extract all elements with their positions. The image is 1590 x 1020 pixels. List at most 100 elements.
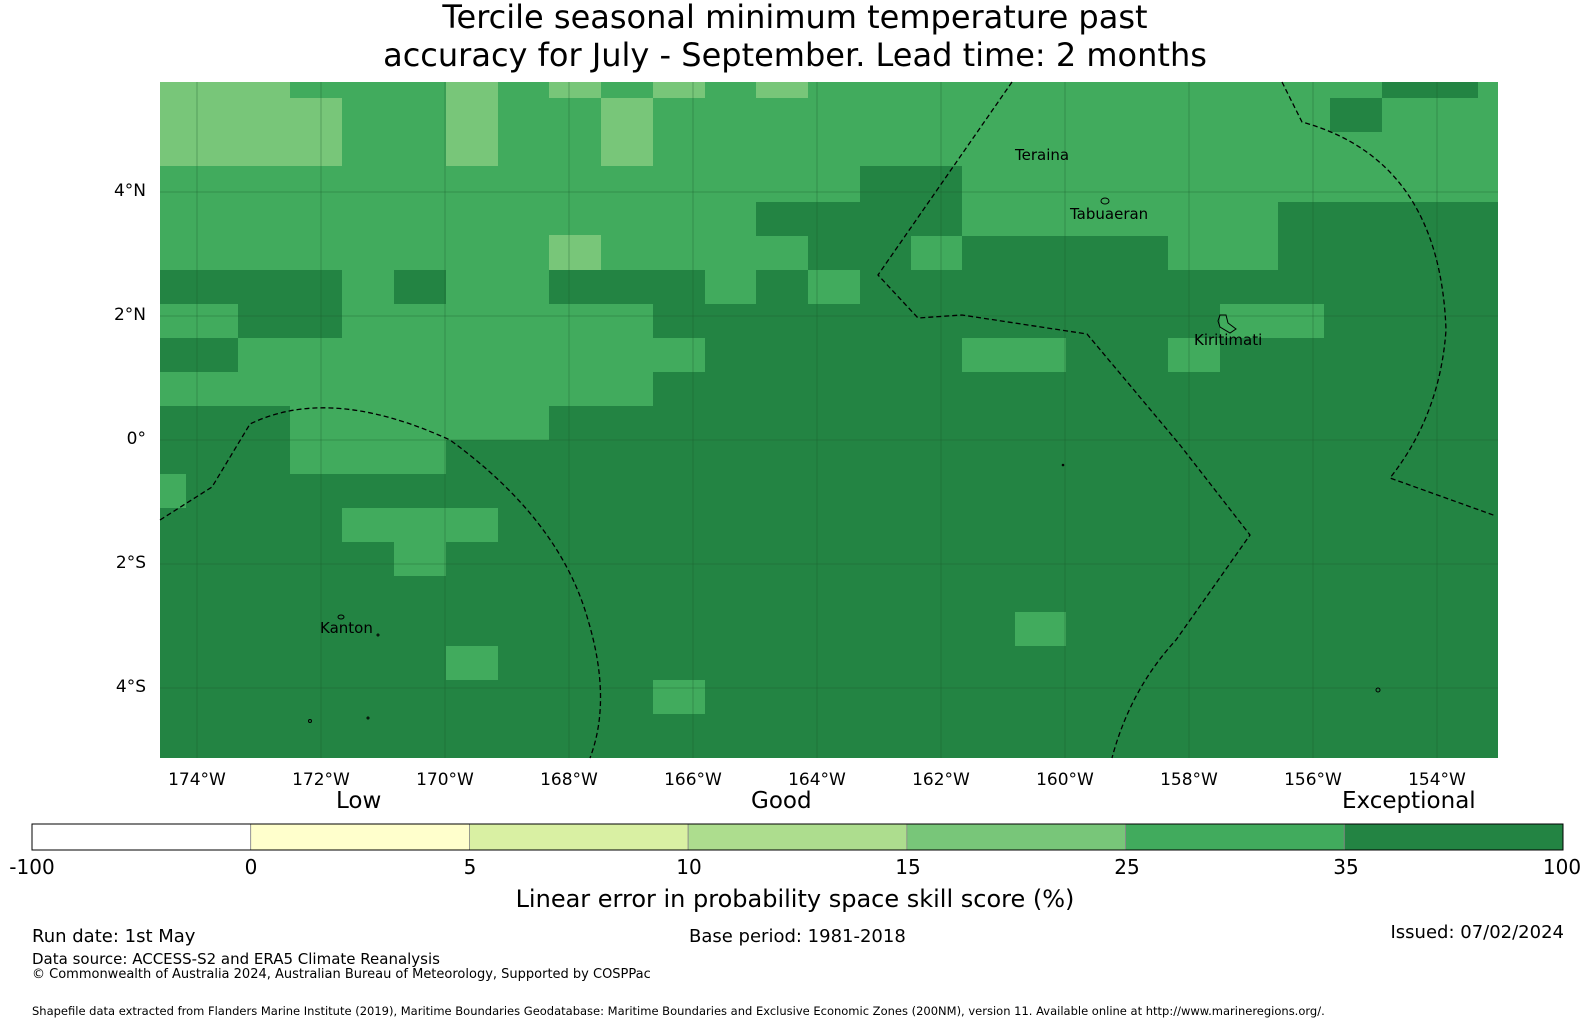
colorbar-segment (250, 823, 470, 851)
graticule (160, 82, 1498, 758)
grid-cell (342, 270, 394, 304)
grid-cell (1278, 202, 1498, 270)
grid-cell (1330, 98, 1382, 132)
colorbar (31, 823, 1564, 851)
eez-boundary-phoenix-arc (159, 407, 602, 759)
lat-label-2n: 2°N (113, 305, 146, 325)
cb-tick-10: 10 (676, 855, 702, 879)
grid-cell (1015, 612, 1066, 646)
grid-cell (160, 304, 238, 338)
colorbar-segment (1343, 823, 1564, 851)
grid-cell (601, 82, 653, 98)
cb-tick-5: 5 (463, 855, 477, 879)
grid-cell (962, 236, 1168, 270)
grid-cell (446, 82, 498, 166)
issued-date: Issued: 07/02/2024 (1390, 922, 1564, 943)
grid-cell (549, 235, 601, 270)
grid-cell (705, 270, 756, 304)
eez-boundaries (159, 81, 1497, 759)
lat-label-4n: 4°N (113, 181, 146, 201)
grid-cell (394, 270, 446, 304)
grid-cell (1168, 338, 1220, 372)
cb-tick-25: 25 (1114, 855, 1140, 879)
colorbar-segment (687, 823, 908, 851)
grid-cell (601, 98, 653, 166)
lon-label-162w: 162°W (912, 770, 970, 790)
colorbar-outline (31, 823, 1564, 851)
place-label-tabuaeran: Tabuaeran (1070, 205, 1149, 223)
lon-label-164w: 164°W (788, 770, 846, 790)
colorbar-segment (469, 823, 689, 851)
grid-cell (653, 680, 705, 714)
grid-cell (808, 236, 860, 270)
grid-cell (290, 440, 446, 474)
grid-cell (290, 82, 342, 98)
colorbar-title: Linear error in probability space skill … (515, 885, 1075, 913)
lon-label-168w: 168°W (540, 770, 598, 790)
skill-grid (160, 82, 1498, 758)
island-small-1 (376, 633, 380, 637)
cb-tick-35: 35 (1333, 855, 1359, 879)
grid-cell (342, 508, 498, 542)
island-small-3 (308, 719, 312, 723)
colorbar-segment (906, 823, 1126, 851)
grid-cell (446, 270, 549, 304)
run-date: Run date: 1st May (32, 926, 196, 947)
lon-label-166w: 166°W (664, 770, 722, 790)
colorbar-segment (1125, 823, 1345, 851)
place-label-teraina: Teraina (1015, 146, 1070, 164)
place-label-kiritimati: Kiritimati (1194, 331, 1263, 349)
lon-label-154w: 154°W (1408, 770, 1466, 790)
cb-tick-100: 100 (1542, 855, 1582, 879)
category-low: Low (336, 788, 382, 814)
grid-cell (653, 82, 705, 98)
grid-cell (1220, 304, 1324, 338)
island-kanton (337, 614, 345, 620)
eez-boundary-north-arc (1281, 81, 1497, 517)
island-small-5 (1061, 463, 1065, 467)
grid-cell (160, 202, 860, 270)
copyright: © Commonwealth of Australia 2024, Austra… (32, 967, 651, 982)
grid-cell (342, 82, 446, 134)
grid-cell (160, 474, 186, 508)
grid-cell (238, 338, 705, 372)
grid-cell (394, 542, 446, 576)
island-small-2 (1375, 687, 1381, 693)
category-exceptional: Exceptional (1342, 788, 1476, 814)
grid-cell (160, 98, 342, 166)
grid-cell (549, 82, 601, 98)
lon-label-160w: 160°W (1036, 770, 1094, 790)
grid-cell (756, 202, 860, 236)
grid-cell (446, 646, 498, 680)
lat-label-4s: 4°S (115, 677, 146, 697)
lon-label-158w: 158°W (1160, 770, 1218, 790)
grid-cell (756, 82, 808, 98)
category-good: Good (751, 788, 812, 814)
island-kiritimati (1217, 314, 1237, 334)
lon-label-174w: 174°W (168, 770, 226, 790)
shapefile-credit: Shapefile data extracted from Flanders M… (32, 1004, 1325, 1018)
islands (308, 197, 1381, 723)
lat-label-2s: 2°S (115, 553, 146, 573)
lon-label-156w: 156°W (1284, 770, 1342, 790)
colorbar-segment (31, 823, 252, 851)
cb-tick-m100: -100 (9, 855, 55, 879)
grid-cell (1382, 82, 1478, 98)
island-small-4 (366, 716, 370, 720)
map-title-line2: accuracy for July - September. Lead time… (383, 36, 1207, 74)
grid-cell (290, 406, 549, 440)
grid-cell (342, 304, 653, 338)
grid-cell (808, 270, 860, 304)
island-tabuaeran (1100, 197, 1110, 205)
base-period: Base period: 1981-2018 (689, 926, 906, 947)
cb-tick-0: 0 (244, 855, 258, 879)
grid-cell (160, 372, 653, 406)
lat-label-0: 0° (126, 429, 146, 449)
place-label-kanton: Kanton (320, 619, 373, 637)
grid-cell (160, 82, 290, 98)
cb-tick-15: 15 (895, 855, 921, 879)
lon-label-170w: 170°W (416, 770, 474, 790)
eez-boundary-kiribati-line (877, 81, 1251, 759)
grid-cell (962, 338, 1066, 372)
